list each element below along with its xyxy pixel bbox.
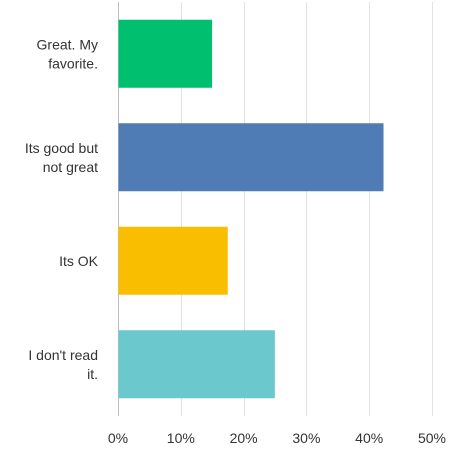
category-label-1-line-1: not great	[43, 159, 98, 175]
bar-0	[118, 19, 213, 88]
x-tick-labels: 0% 10% 20% 30% 40% 50%	[108, 430, 446, 446]
x-tick-label-40: 40%	[355, 430, 383, 446]
category-label-0-line-0: Great. My	[37, 36, 98, 52]
x-tick-label-30: 30%	[292, 430, 320, 446]
category-label-0-line-1: favorite.	[48, 55, 98, 71]
bar-3	[118, 330, 275, 399]
category-labels: Great. My favorite. Its good but not great I…	[25, 36, 99, 382]
x-tick-label-20: 20%	[230, 430, 258, 446]
category-label-3-line-0: I don't read	[28, 347, 98, 363]
x-tick-label-10: 10%	[167, 430, 195, 446]
bar-2	[118, 226, 228, 295]
x-tick-label-50: 50%	[418, 430, 446, 446]
x-tick-label-0: 0%	[108, 430, 128, 446]
bars	[118, 19, 384, 399]
category-label-2-line-0: Its OK	[59, 253, 99, 269]
category-label-3-line-1: it.	[87, 366, 98, 382]
bar-1	[118, 123, 384, 192]
category-label-1-line-0: Its good but	[25, 140, 98, 156]
